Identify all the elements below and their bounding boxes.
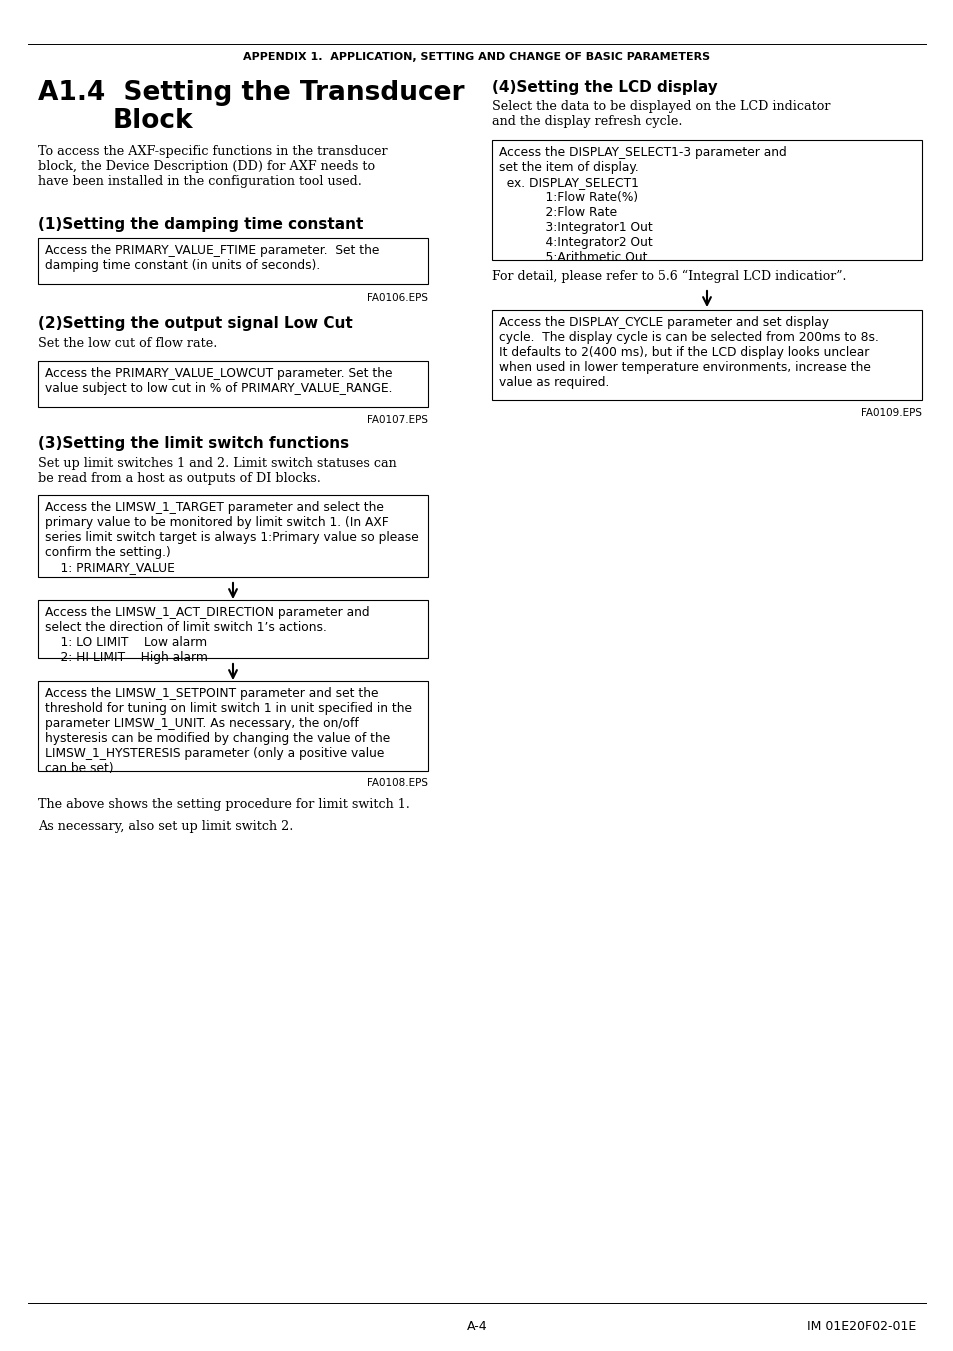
- Text: A1.4  Setting the Transducer: A1.4 Setting the Transducer: [38, 80, 464, 105]
- Text: IM 01E20F02-01E: IM 01E20F02-01E: [806, 1320, 915, 1333]
- Text: Select the data to be displayed on the LCD indicator
and the display refresh cyc: Select the data to be displayed on the L…: [492, 100, 830, 128]
- Text: FA0107.EPS: FA0107.EPS: [367, 415, 428, 426]
- Bar: [492, 309, 921, 400]
- Text: For detail, please refer to 5.6 “Integral LCD indicatior”.: For detail, please refer to 5.6 “Integra…: [492, 270, 845, 284]
- Text: A-4: A-4: [466, 1320, 487, 1333]
- Text: Access the LIMSW_1_SETPOINT parameter and set the
threshold for tuning on limit : Access the LIMSW_1_SETPOINT parameter an…: [45, 688, 412, 775]
- Bar: [38, 494, 428, 577]
- Text: Block: Block: [112, 108, 193, 134]
- Text: Access the DISPLAY_SELECT1-3 parameter and
set the item of display.
  ex. DISPLA: Access the DISPLAY_SELECT1-3 parameter a…: [498, 146, 786, 263]
- Text: Access the PRIMARY_VALUE_FTIME parameter.  Set the
damping time constant (in uni: Access the PRIMARY_VALUE_FTIME parameter…: [45, 245, 379, 272]
- Text: Access the DISPLAY_CYCLE parameter and set display
cycle.  The display cycle is : Access the DISPLAY_CYCLE parameter and s…: [498, 316, 878, 389]
- Bar: [38, 361, 428, 407]
- Bar: [38, 600, 428, 658]
- Bar: [38, 238, 428, 284]
- Text: To access the AXF-specific functions in the transducer
block, the Device Descrip: To access the AXF-specific functions in …: [38, 145, 387, 188]
- Text: Access the LIMSW_1_ACT_DIRECTION parameter and
select the direction of limit swi: Access the LIMSW_1_ACT_DIRECTION paramet…: [45, 607, 369, 663]
- Text: FA0108.EPS: FA0108.EPS: [367, 778, 428, 788]
- Text: The above shows the setting procedure for limit switch 1.: The above shows the setting procedure fo…: [38, 798, 410, 811]
- Text: (2)Setting the output signal Low Cut: (2)Setting the output signal Low Cut: [38, 316, 353, 331]
- Text: (3)Setting the limit switch functions: (3)Setting the limit switch functions: [38, 436, 349, 451]
- Text: FA0109.EPS: FA0109.EPS: [861, 408, 921, 417]
- Text: (4)Setting the LCD display: (4)Setting the LCD display: [492, 80, 717, 95]
- Bar: [38, 681, 428, 771]
- Bar: [492, 141, 921, 259]
- Text: Access the PRIMARY_VALUE_LOWCUT parameter. Set the
value subject to low cut in %: Access the PRIMARY_VALUE_LOWCUT paramete…: [45, 367, 392, 394]
- Text: (1)Setting the damping time constant: (1)Setting the damping time constant: [38, 218, 363, 232]
- Text: Set the low cut of flow rate.: Set the low cut of flow rate.: [38, 336, 217, 350]
- Text: Set up limit switches 1 and 2. Limit switch statuses can
be read from a host as : Set up limit switches 1 and 2. Limit swi…: [38, 457, 396, 485]
- Text: As necessary, also set up limit switch 2.: As necessary, also set up limit switch 2…: [38, 820, 294, 834]
- Text: FA0106.EPS: FA0106.EPS: [367, 293, 428, 303]
- Text: APPENDIX 1.  APPLICATION, SETTING AND CHANGE OF BASIC PARAMETERS: APPENDIX 1. APPLICATION, SETTING AND CHA…: [243, 51, 710, 62]
- Text: Access the LIMSW_1_TARGET parameter and select the
primary value to be monitored: Access the LIMSW_1_TARGET parameter and …: [45, 501, 418, 574]
